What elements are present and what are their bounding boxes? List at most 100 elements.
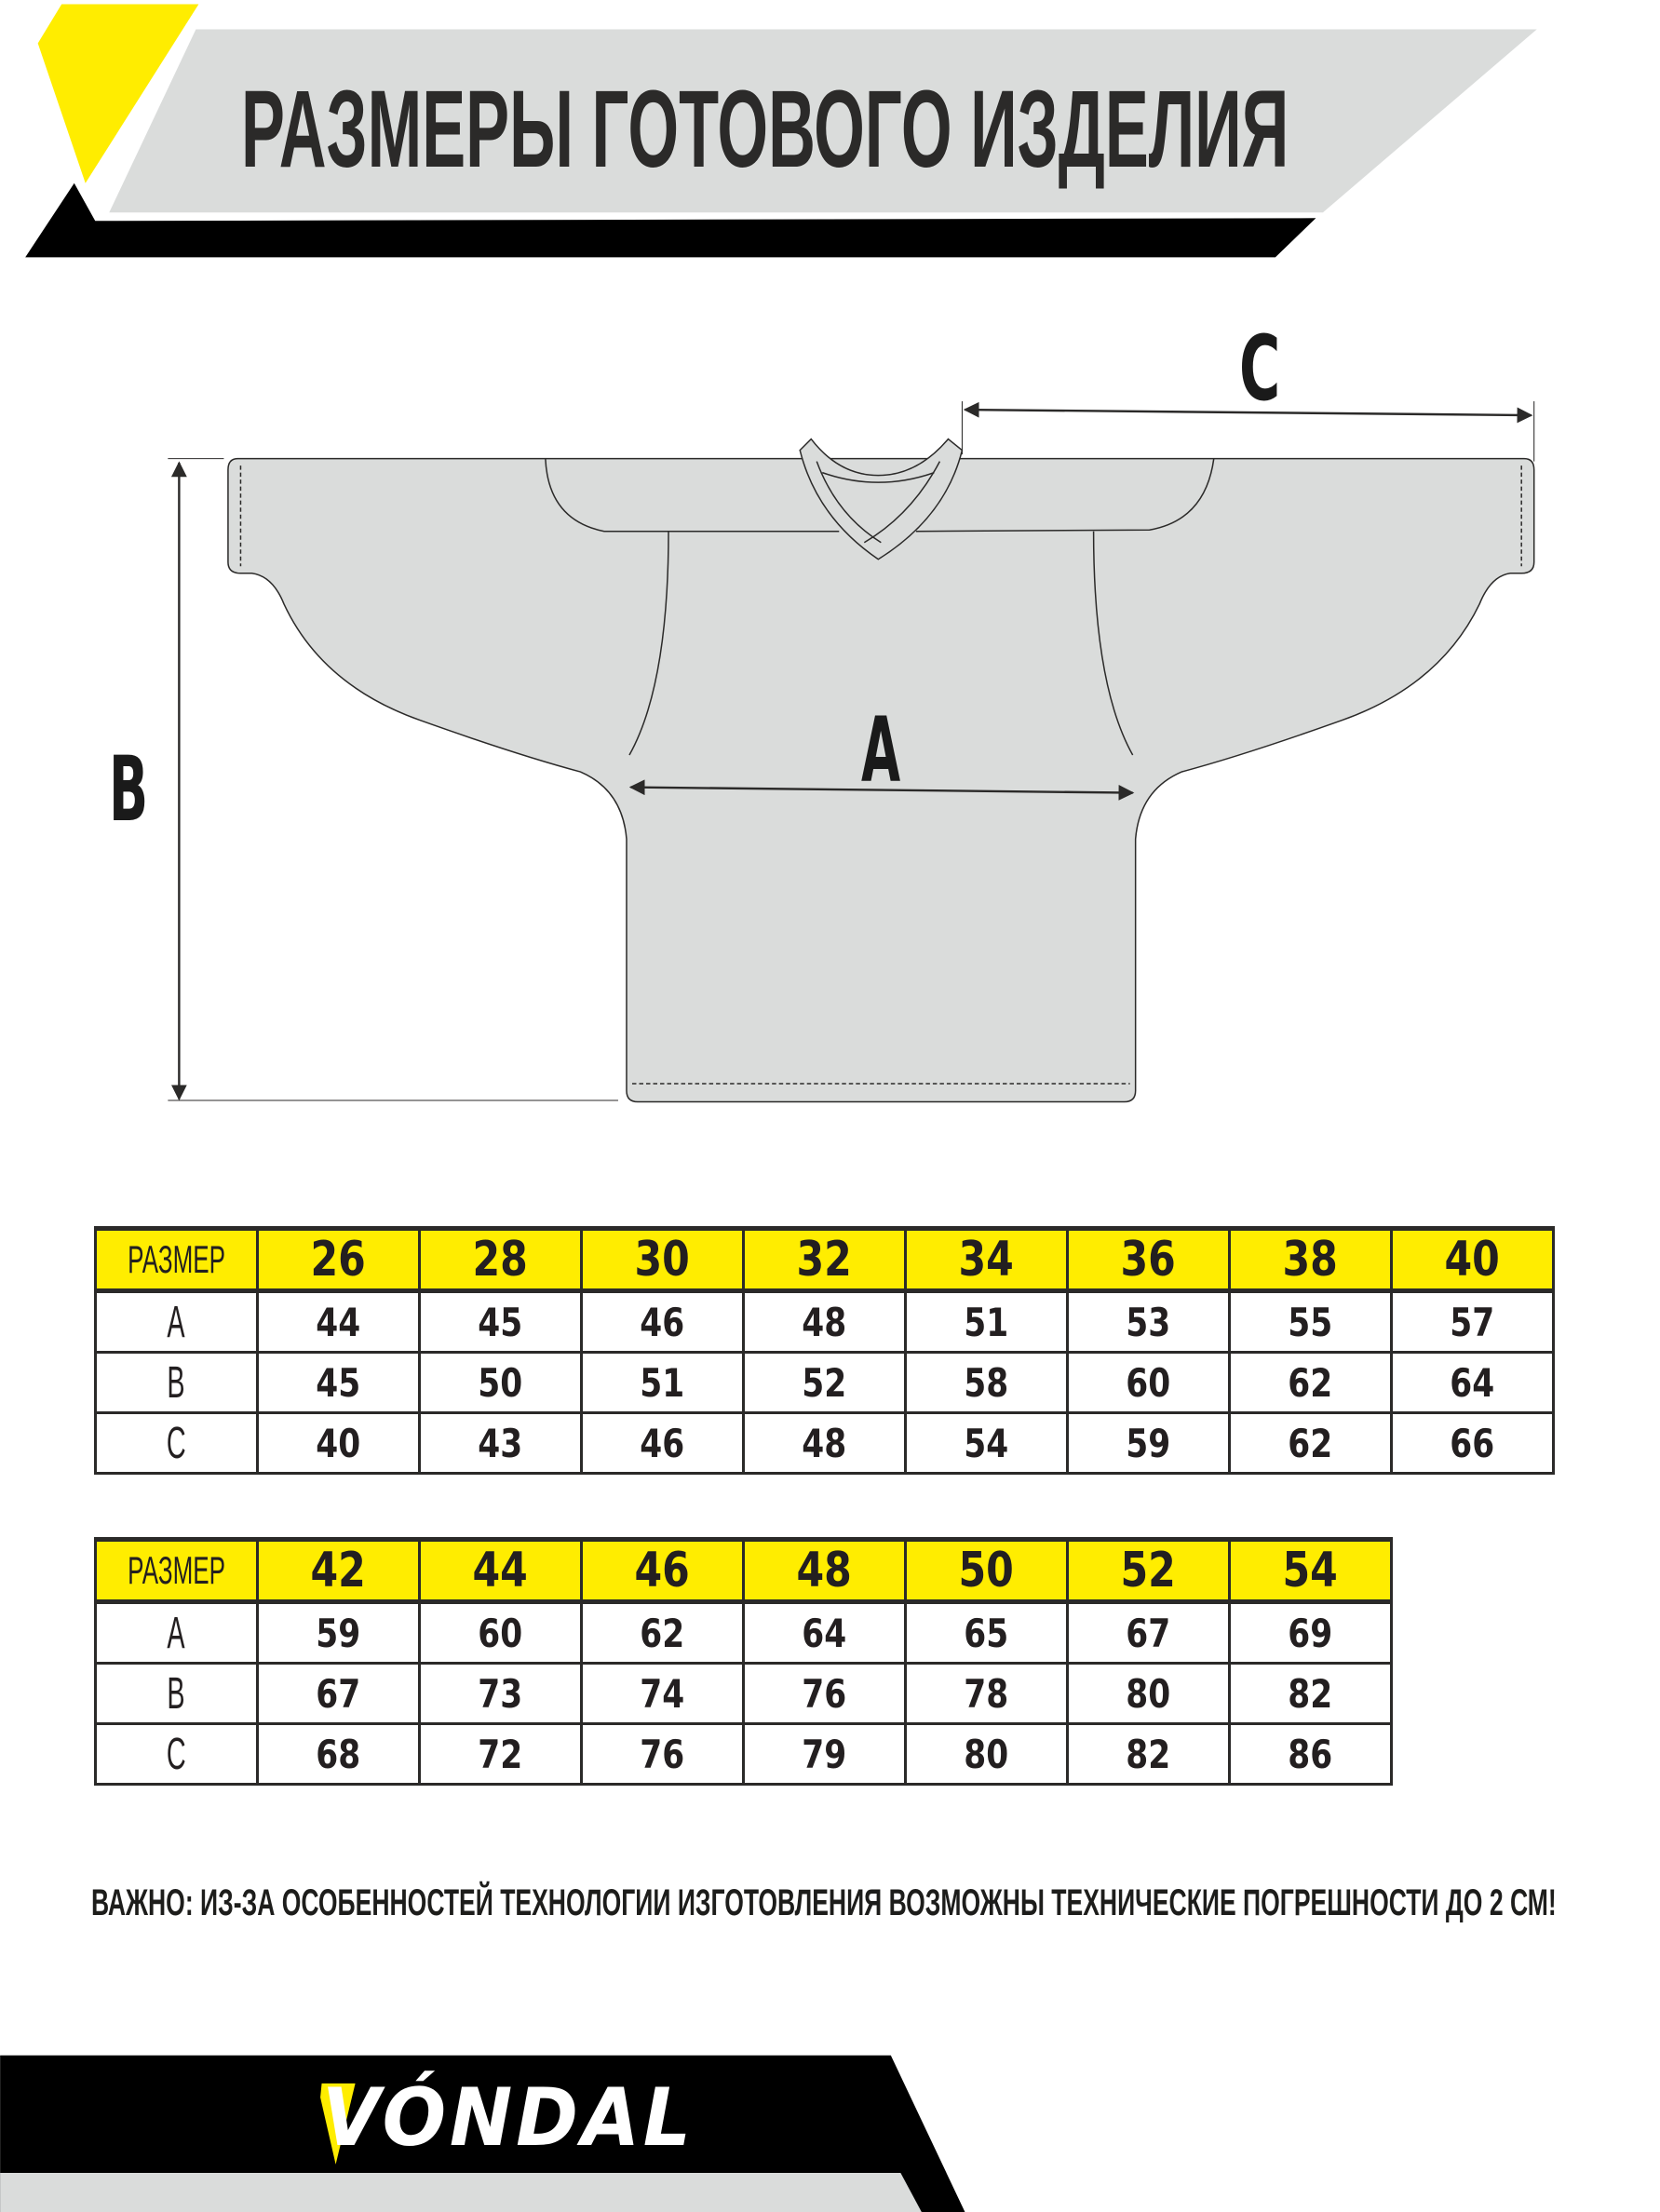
measure-label: B — [167, 1357, 186, 1408]
size-header-cell: 44 — [418, 1537, 583, 1604]
size-header-cell: 30 — [580, 1226, 745, 1293]
dimension-label-b: B — [109, 737, 149, 842]
measure-label: A — [167, 1297, 186, 1347]
measure-value: 60 — [1126, 1359, 1171, 1406]
size-value: 42 — [310, 1543, 367, 1598]
measure-value-cell: 74 — [580, 1662, 745, 1725]
measure-value: 82 — [1288, 1670, 1333, 1717]
dimension-c-arrow — [963, 401, 1533, 424]
header-label-cell: РАЗМЕР — [94, 1537, 259, 1604]
measure-value: 58 — [964, 1359, 1009, 1406]
table-header-row: РАЗМЕР 26 28 30 32 34 36 38 40 — [94, 1226, 1555, 1293]
measure-value-cell: 60 — [418, 1600, 583, 1665]
measure-value-cell: 62 — [580, 1600, 745, 1665]
collar-inner-v — [816, 461, 941, 544]
measure-value-cell: 86 — [1228, 1722, 1393, 1786]
measure-value: 48 — [802, 1420, 847, 1466]
size-value: 26 — [310, 1232, 367, 1288]
side-seam-right — [1092, 531, 1134, 756]
collar — [799, 438, 964, 560]
measure-value: 66 — [1450, 1420, 1495, 1466]
dimension-label-c: C — [1239, 317, 1281, 421]
measure-value-cell: 40 — [256, 1411, 421, 1475]
measure-value: 50 — [478, 1359, 523, 1406]
measure-value-cell: 67 — [256, 1662, 421, 1725]
size-header-cell: 54 — [1228, 1537, 1393, 1604]
measure-value: 80 — [964, 1731, 1009, 1777]
measure-value-cell: 48 — [742, 1289, 907, 1354]
measure-value: 67 — [316, 1670, 361, 1717]
measure-value-cell: 76 — [742, 1662, 907, 1725]
size-value: 48 — [796, 1543, 853, 1598]
warning-note: ВАЖНО: ИЗ-ЗА ОСОБЕННОСТЕЙ ТЕХНОЛОГИИ ИЗГ… — [91, 1882, 1557, 1923]
measure-value: 64 — [802, 1610, 847, 1656]
measure-value: 76 — [640, 1731, 685, 1777]
measure-value: 62 — [1288, 1420, 1333, 1466]
measure-value: 82 — [1126, 1731, 1171, 1777]
size-value: 46 — [634, 1543, 691, 1598]
page-title: РАЗМЕРЫ ГОТОВОГО ИЗДЕЛИЯ — [241, 68, 1289, 191]
header-label: РАЗМЕР — [128, 1237, 225, 1281]
footer-black-band — [0, 2055, 965, 2212]
table-row: C 40 43 46 48 54 59 62 66 — [94, 1411, 1555, 1475]
measure-value: 53 — [1126, 1299, 1171, 1345]
measure-value-cell: 54 — [904, 1411, 1069, 1475]
size-header-cell: 52 — [1066, 1537, 1231, 1604]
header-yellow-accent — [37, 4, 199, 183]
measure-value-cell: 79 — [742, 1722, 907, 1786]
measure-value: 60 — [478, 1610, 523, 1656]
table-row: B 67 73 74 76 78 80 82 — [94, 1662, 1393, 1725]
measure-value: 72 — [478, 1731, 523, 1777]
logo-yellow-mark — [320, 2083, 356, 2165]
size-value: 54 — [1282, 1543, 1339, 1598]
measure-value: 80 — [1126, 1670, 1171, 1717]
size-header-cell: 26 — [256, 1226, 421, 1293]
measure-value-cell: 78 — [904, 1662, 1069, 1725]
table-header-row: РАЗМЕР 42 44 46 48 50 52 54 — [94, 1537, 1393, 1604]
measure-value: 65 — [964, 1610, 1009, 1656]
measure-value-cell: 45 — [256, 1351, 421, 1414]
measure-value-cell: 45 — [418, 1289, 583, 1354]
measure-value-cell: 53 — [1066, 1289, 1231, 1354]
measure-value: 54 — [964, 1420, 1009, 1466]
measure-value: 43 — [478, 1420, 523, 1466]
measure-label-cell: A — [94, 1600, 259, 1665]
measure-value-cell: 46 — [580, 1411, 745, 1475]
measure-value: 62 — [640, 1610, 685, 1656]
neck-inner — [821, 471, 935, 483]
measure-value: 86 — [1288, 1731, 1333, 1777]
table-row: A 44 45 46 48 51 53 55 57 — [94, 1289, 1555, 1354]
measure-value: 46 — [640, 1420, 685, 1466]
measure-value-cell: 57 — [1390, 1289, 1555, 1354]
yoke-left — [545, 458, 840, 533]
measure-value: 64 — [1450, 1359, 1495, 1406]
size-table-1: РАЗМЕР 26 28 30 32 34 36 38 40 A 44 45 46 48 51 53 55 57 B… — [94, 1226, 1555, 1475]
measure-value-cell: 62 — [1228, 1351, 1393, 1414]
size-header-cell: 50 — [904, 1537, 1069, 1604]
measure-label: B — [167, 1668, 186, 1719]
measure-value-cell: 50 — [418, 1351, 583, 1414]
size-header-cell: 28 — [418, 1226, 583, 1293]
measure-value-cell: 73 — [418, 1662, 583, 1725]
measure-label-cell: B — [94, 1351, 259, 1414]
measure-label-cell: A — [94, 1289, 259, 1354]
measure-value-cell: 80 — [1066, 1662, 1231, 1725]
size-header-cell: 34 — [904, 1226, 1069, 1293]
measure-value-cell: 76 — [580, 1722, 745, 1786]
measure-value: 69 — [1288, 1610, 1333, 1656]
measure-value: 59 — [316, 1610, 361, 1656]
size-header-cell: 36 — [1066, 1226, 1231, 1293]
header-banner — [25, 4, 1537, 258]
measure-value-cell: 48 — [742, 1411, 907, 1475]
size-value: 50 — [958, 1543, 1015, 1598]
measure-value-cell: 55 — [1228, 1289, 1393, 1354]
side-seam-left — [628, 531, 669, 756]
size-header-cell: 46 — [580, 1537, 745, 1604]
size-value: 36 — [1120, 1232, 1177, 1288]
table-row: C 68 72 76 79 80 82 86 — [94, 1722, 1393, 1786]
measure-value: 48 — [802, 1299, 847, 1345]
measure-value-cell: 66 — [1390, 1411, 1555, 1475]
size-table-2: РАЗМЕР 42 44 46 48 50 52 54 A 59 60 62 64 65 67 69 B 67 73… — [94, 1537, 1393, 1786]
size-value: 40 — [1444, 1232, 1501, 1288]
